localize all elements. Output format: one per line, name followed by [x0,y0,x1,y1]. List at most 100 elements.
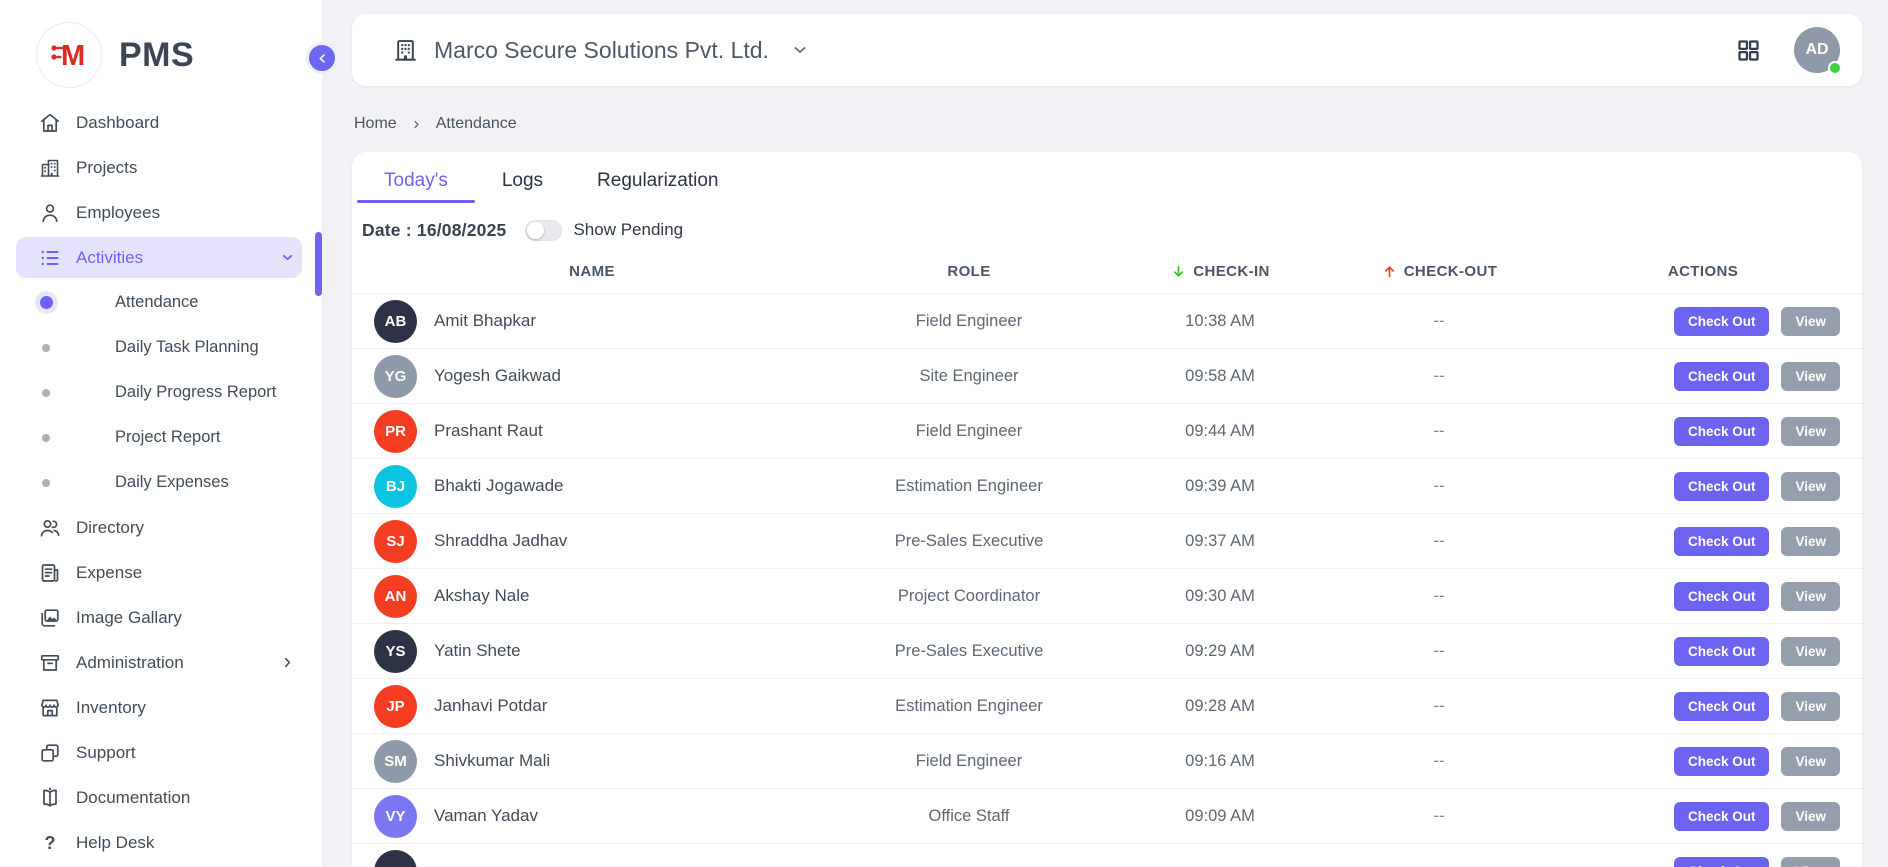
table-row: YG Yogesh Gaikwad Site Engineer 09:58 AM -- C… [352,348,1862,403]
bullet-dot [38,434,54,442]
home-icon [38,111,62,135]
sidebar-subitem-daily-expenses[interactable]: Daily Expenses [0,460,322,505]
tab-todays[interactable]: Today's [357,160,475,203]
bullet-dot [38,344,54,352]
sidebar-item-administration[interactable]: Administration [0,640,322,685]
employee-name: Yogesh Gaikwad [434,366,561,385]
employee-cell: AN Akshay Nale [374,574,810,618]
receipt-icon [38,561,62,585]
breadcrumb-home[interactable]: Home [354,115,397,132]
check-out-button[interactable]: Check Out [1673,856,1770,867]
column-header-role: ROLE [947,262,991,280]
employee-cell: YS Yatin Shete [374,629,810,673]
sidebar-item-label: Documentation [76,787,191,807]
view-button[interactable]: View [1781,471,1840,501]
view-button[interactable]: View [1781,306,1840,336]
attendance-tabs: Today's Logs Regularization [352,152,1862,203]
check-out-time: -- [1433,641,1445,660]
check-out-button[interactable]: Check Out [1673,746,1770,776]
employee-name: Shraddha Jadhav [434,531,568,550]
employee-role: Field Engineer [915,421,1023,440]
employee-name: Bhakti Jogawade [434,476,564,495]
sidebar-item-label: Employees [76,202,161,222]
chevron-right-icon [279,654,296,671]
check-out-time: -- [1433,696,1445,715]
tab-logs[interactable]: Logs [501,170,544,191]
top-header: Marco Secure Solutions Pvt. Ltd. AD [352,14,1862,86]
check-in-time: 09:09 AM [1185,806,1255,825]
attendance-table-body: AB Amit Bhapkar Field Engineer 10:38 AM -- Ch… [352,293,1862,867]
check-out-time: -- [1433,476,1445,495]
sidebar-collapse-button[interactable] [306,42,338,74]
sidebar-subitem-daily-progress-report[interactable]: Daily Progress Report [0,370,322,415]
sidebar-item-expense[interactable]: Expense [0,550,322,595]
employee-role: Site Engineer [919,366,1019,385]
view-button[interactable]: View [1781,361,1840,391]
table-row: VY Vaman Yadav Office Staff 09:09 AM -- Check… [352,788,1862,843]
employee-role: Field Engineer [915,751,1023,770]
view-button[interactable]: View [1781,856,1840,867]
check-out-button[interactable]: Check Out [1673,636,1770,666]
check-out-button[interactable]: Check Out [1673,416,1770,446]
image-icon [38,606,62,630]
main-area: Marco Secure Solutions Pvt. Ltd. AD Home… [322,0,1888,867]
view-button[interactable]: View [1781,581,1840,611]
check-out-button[interactable]: Check Out [1673,526,1770,556]
sidebar-subitem-daily-task-planning[interactable]: Daily Task Planning [0,325,322,370]
view-button[interactable]: View [1781,801,1840,831]
sidebar-item-documentation[interactable]: Documentation [0,775,322,820]
column-header-check-out[interactable]: CHECK-OUT [1312,263,1566,280]
sidebar-item-inventory[interactable]: Inventory [0,685,322,730]
view-button[interactable]: View [1781,526,1840,556]
sidebar-subitem-project-report[interactable]: Project Report [0,415,322,460]
sidebar-subitem-label: Daily Task Planning [115,338,259,356]
sidebar-item-support[interactable]: Support [0,730,322,775]
tab-regularization[interactable]: Regularization [597,170,719,191]
check-out-button[interactable]: Check Out [1673,361,1770,391]
list-icon [38,246,62,270]
table-row: AN Akshay Nale Project Coordinator 09:30 AM… [352,568,1862,623]
check-out-button[interactable]: Check Out [1673,581,1770,611]
breadcrumb-attendance: Attendance [435,115,517,132]
chevron-down-icon [279,249,296,266]
view-button[interactable]: View [1781,691,1840,721]
sidebar-item-activities[interactable]: Activities [0,232,322,296]
check-out-time: -- [1433,366,1445,385]
sidebar-subitem-label: Project Report [115,428,221,446]
check-out-button[interactable]: Check Out [1673,306,1770,336]
employee-avatar: SJ [374,519,417,563]
sidebar-item-directory[interactable]: Directory [0,505,322,550]
employee-avatar: BJ [374,464,417,508]
table-row: PR Prashant Raut Field Engineer 09:44 AM -- C… [352,403,1862,458]
employee-role: Project Coordinator [897,586,1041,605]
user-avatar[interactable]: AD [1794,27,1842,75]
sidebar-item-help-desk[interactable]: Help Desk [0,820,322,865]
sidebar-item-projects[interactable]: Projects [0,145,322,190]
row-actions: Check Out View [1566,856,1840,867]
buildings-icon [38,156,62,180]
sidebar-item-image-gallary[interactable]: Image Gallary [0,595,322,640]
column-header-name: NAME [569,262,615,280]
check-in-time: 09:29 AM [1185,641,1255,660]
sidebar: PMS Dashboard Projects Employees Activities… [0,0,322,867]
view-button[interactable]: View [1781,746,1840,776]
chevron-down-icon [790,40,810,60]
apps-grid-icon[interactable] [1735,37,1762,64]
employee-cell: YG Yogesh Gaikwad [374,354,810,398]
view-button[interactable]: View [1781,636,1840,666]
table-row: SJ Shraddha Jadhav Pre-Sales Executive 09:3… [352,513,1862,568]
active-accent-bar [315,232,322,296]
row-actions: Check Out View [1566,526,1840,556]
column-header-check-in[interactable]: CHECK-IN [1128,263,1312,280]
check-out-button[interactable]: Check Out [1673,801,1770,831]
view-button[interactable]: View [1781,416,1840,446]
row-actions: Check Out View [1566,306,1840,336]
company-selector[interactable]: Marco Secure Solutions Pvt. Ltd. [392,37,810,64]
show-pending-toggle[interactable] [525,219,563,241]
sidebar-item-employees[interactable]: Employees [0,190,322,235]
sort-arrow-down-icon [1170,263,1187,280]
check-out-button[interactable]: Check Out [1673,471,1770,501]
sidebar-subitem-attendance[interactable]: Attendance [0,280,322,325]
sidebar-item-dashboard[interactable]: Dashboard [0,100,322,145]
check-out-button[interactable]: Check Out [1673,691,1770,721]
